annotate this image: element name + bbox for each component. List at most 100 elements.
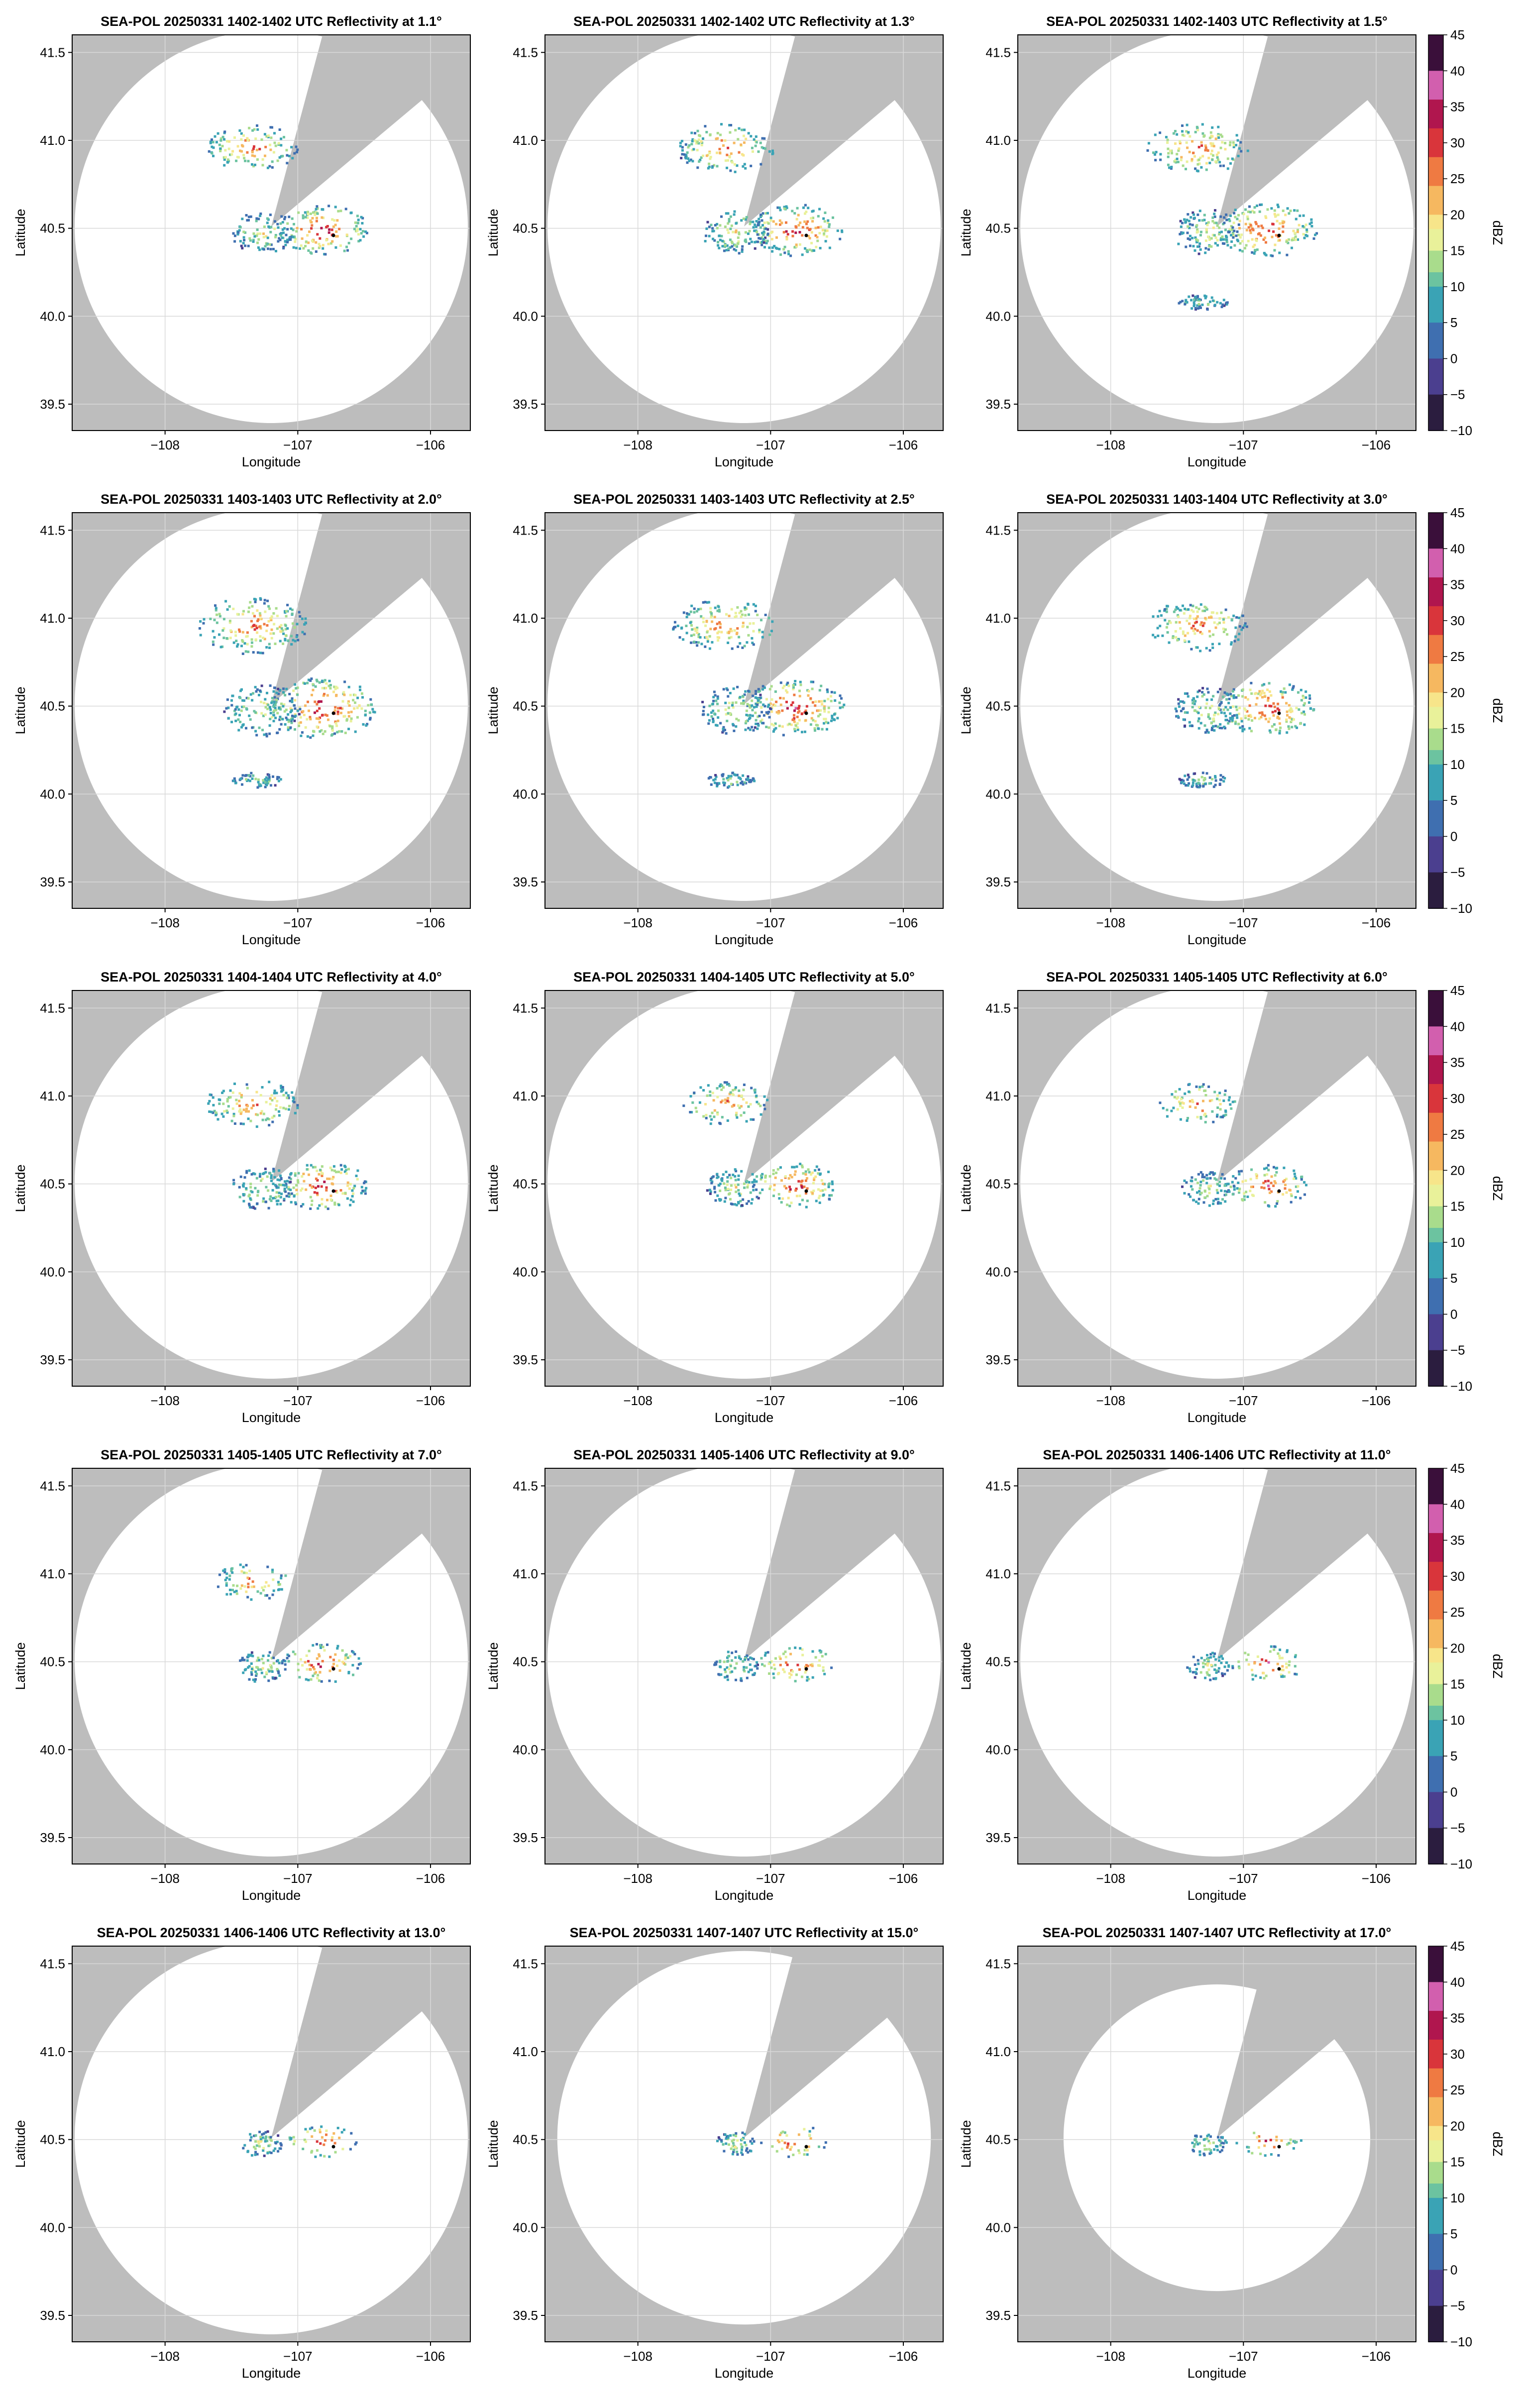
echo-cell	[219, 149, 222, 152]
echo-cell	[1299, 215, 1301, 218]
echo-cell	[251, 699, 254, 702]
echo-cell	[336, 712, 339, 715]
echo-cell	[334, 1680, 337, 1683]
echo-cell	[735, 1662, 738, 1665]
echo-cell	[713, 1663, 716, 1666]
echo-cell	[250, 1667, 253, 1670]
y-axis-label: Latitude	[486, 209, 501, 256]
echo-cell	[244, 650, 247, 653]
echo-cell	[275, 1092, 278, 1095]
echo-cell	[772, 1169, 775, 1172]
echo-cell	[252, 240, 255, 243]
echo-cell	[756, 1667, 759, 1670]
echo-cell	[1172, 132, 1175, 135]
echo-cell	[788, 723, 791, 726]
panel-title: SEA-POL 20250331 1403-1404 UTC Reflectiv…	[1046, 492, 1388, 507]
echo-cell	[1195, 125, 1198, 128]
echo-cell	[233, 234, 236, 237]
echo-cell	[716, 165, 719, 168]
colorbar-segment	[1428, 1224, 1443, 1228]
echo-cell	[778, 1655, 781, 1658]
echo-cell	[254, 137, 257, 140]
echo-cell	[259, 639, 262, 642]
echo-cell	[306, 216, 309, 219]
x-tick-label: −107	[283, 915, 313, 930]
y-tick-label: 40.0	[985, 309, 1011, 324]
echo-cell	[1293, 1169, 1296, 1172]
echo-cell	[673, 621, 676, 624]
echo-cell	[749, 714, 752, 717]
echo-cell	[823, 232, 826, 235]
echo-cell	[318, 242, 321, 245]
echo-cell	[1266, 208, 1269, 211]
echo-cell	[742, 783, 745, 786]
colorbar-segment	[1428, 1264, 1443, 1268]
echo-cell	[678, 636, 681, 639]
colorbar-segment	[1428, 207, 1443, 212]
echo-cell	[1167, 155, 1170, 158]
echo-cell	[360, 1192, 363, 1195]
echo-cell	[739, 1200, 742, 1203]
echo-cell	[311, 239, 314, 242]
echo-cell	[348, 704, 351, 707]
echo-cell	[1191, 140, 1193, 143]
echo-cell	[755, 1188, 758, 1191]
colorbar-tick-label: −5	[1450, 1343, 1465, 1358]
echo-cell	[735, 718, 738, 720]
echo-cell	[342, 691, 345, 694]
echo-cell	[767, 1662, 770, 1665]
echo-cell	[269, 708, 272, 711]
echo-cell	[1283, 220, 1286, 223]
echo-cell	[1157, 635, 1160, 637]
echo-cell	[1201, 771, 1204, 774]
colorbar-segment	[1428, 1274, 1443, 1279]
echo-cell	[719, 1665, 722, 1668]
colorbar-segment	[1428, 1357, 1443, 1362]
echo-cell	[744, 614, 747, 617]
echo-cell	[762, 241, 765, 244]
echo-cell	[767, 703, 770, 706]
echo-cell	[1229, 1103, 1232, 1106]
colorbar-segment	[1428, 833, 1443, 837]
echo-cell	[693, 132, 696, 135]
colorbar-segment	[1428, 606, 1443, 611]
echo-cell	[757, 150, 760, 153]
echo-cell	[297, 1181, 300, 1184]
echo-cell	[728, 1192, 731, 1195]
echo-cell	[278, 718, 281, 721]
echo-cell	[724, 1676, 727, 1679]
echo-cell	[326, 694, 329, 697]
colorbar-segment	[1428, 840, 1443, 844]
echo-cell	[319, 1665, 322, 1668]
echo-cell	[292, 639, 295, 642]
echo-cell	[237, 231, 240, 234]
colorbar-segment	[1428, 261, 1443, 266]
echo-cell	[245, 635, 248, 638]
y-tick-label: 40.0	[40, 309, 65, 324]
echo-cell	[769, 231, 772, 234]
y-tick-label: 41.5	[513, 1478, 538, 1493]
echo-cell	[267, 1584, 270, 1587]
echo-cell	[1213, 216, 1216, 218]
echo-cell	[814, 700, 817, 703]
colorbar-segment	[1428, 135, 1443, 140]
echo-cell	[1255, 1177, 1258, 1180]
echo-cell	[758, 1192, 761, 1195]
echo-cell	[724, 1101, 727, 1104]
echo-cell	[828, 1194, 831, 1197]
echo-cell	[832, 216, 834, 219]
echo-cell	[339, 1171, 342, 1174]
echo-cell	[795, 218, 798, 220]
echo-cell	[728, 156, 731, 159]
colorbar-segment	[1428, 81, 1443, 86]
echo-cell	[270, 1174, 273, 1177]
echo-cell	[292, 1186, 295, 1189]
echo-cell	[1285, 702, 1288, 705]
colorbar-segment	[1428, 168, 1443, 172]
echo-cell	[1238, 625, 1241, 628]
echo-cell	[804, 1170, 807, 1173]
echo-cell	[817, 226, 820, 229]
colorbar-segment	[1428, 872, 1443, 876]
echo-cell	[759, 163, 762, 166]
echo-cell	[1192, 151, 1195, 154]
